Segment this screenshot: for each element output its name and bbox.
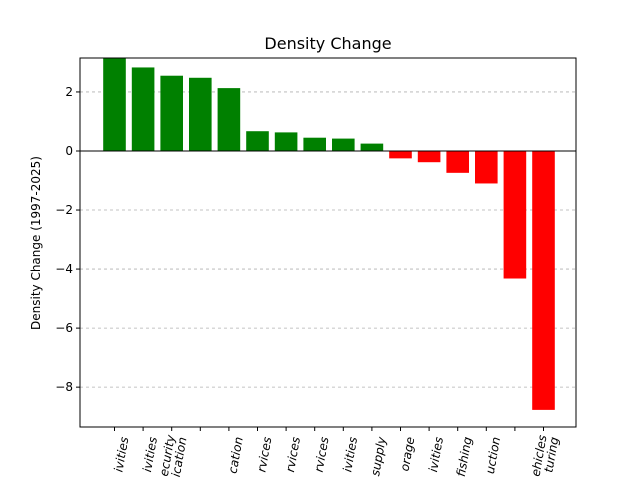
bar-5 [246, 131, 269, 151]
bar-3 [189, 77, 212, 151]
x-tick-label: rvices [254, 436, 274, 473]
bar-2 [160, 75, 183, 151]
bar-13 [475, 150, 498, 184]
y-tick-label: −6 [55, 321, 73, 335]
x-tick-label: ivities [111, 436, 131, 473]
bar-15 [532, 150, 555, 410]
y-ticks: 2 0 −2 −4 −6 −8 [55, 85, 80, 394]
x-tick-label: ivities [426, 436, 446, 473]
bars [103, 58, 555, 410]
y-tick-label: −2 [55, 203, 73, 217]
bar-11 [417, 150, 441, 163]
y-axis-label: Density Change (1997-2025) [29, 156, 43, 330]
x-tick-label: rvices [312, 436, 332, 473]
bar-9 [360, 143, 384, 151]
x-tick-label: cation [226, 436, 246, 475]
bar-0 [103, 58, 126, 151]
x-tick-label: rvices [283, 436, 303, 473]
bar-14 [503, 150, 527, 279]
y-tick-label: −8 [55, 380, 73, 394]
plot-frame [79, 57, 577, 428]
bar-1 [131, 67, 155, 151]
bar-8 [332, 138, 355, 151]
bar-10 [389, 150, 412, 159]
bar-7 [303, 137, 326, 151]
x-tick-label: orage [398, 436, 418, 473]
y-tick-label: −4 [55, 262, 73, 276]
x-tick-label: fishing [454, 435, 475, 477]
y-tick-label: 0 [65, 144, 73, 158]
bar-12 [446, 150, 469, 173]
x-tick-label: ivities [340, 436, 360, 473]
bar-6 [274, 132, 298, 151]
bar-4 [217, 88, 241, 151]
x-tick-label: ecurityication [157, 433, 190, 479]
chart-title: Density Change [264, 34, 391, 53]
y-tick-label: 2 [65, 85, 73, 99]
x-tick-label: supply [368, 435, 389, 477]
x-tick-label: ehiclesturing [528, 434, 561, 480]
x-tick-label: ivities [140, 436, 160, 473]
x-tick-label: uction [483, 436, 503, 475]
